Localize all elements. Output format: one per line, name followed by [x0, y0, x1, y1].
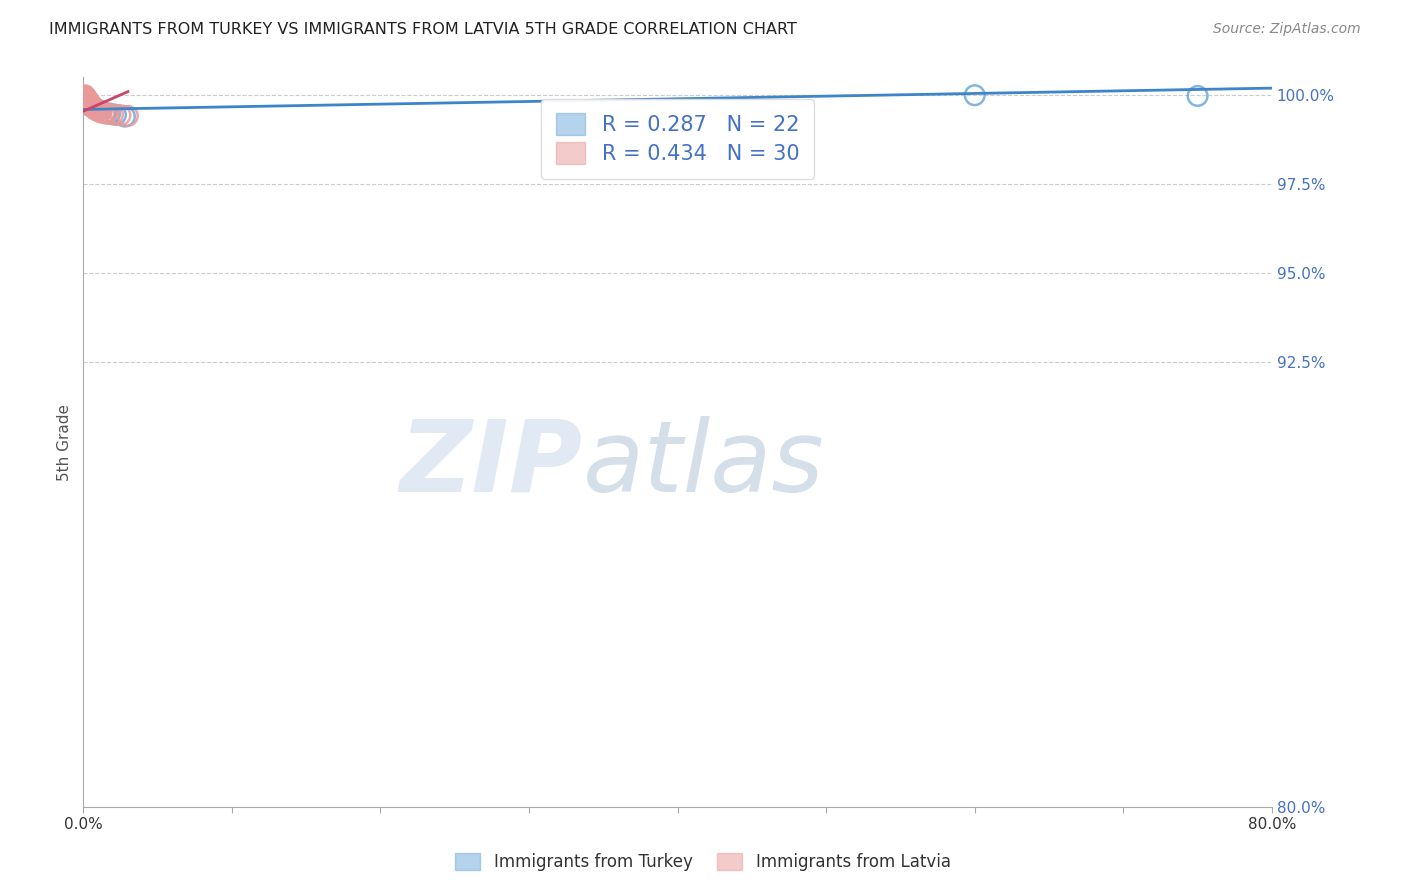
Point	[87, 103, 110, 118]
Point	[76, 93, 98, 107]
Point	[963, 88, 986, 103]
Point	[73, 89, 96, 103]
Point	[90, 105, 112, 120]
Point	[75, 90, 97, 104]
Point	[75, 94, 97, 108]
Point	[86, 103, 108, 118]
Point	[96, 107, 118, 121]
Point	[80, 97, 103, 112]
Point	[77, 95, 100, 110]
Point	[80, 98, 103, 112]
Point	[76, 94, 98, 108]
Point	[75, 91, 97, 105]
Point	[101, 107, 124, 121]
Point	[94, 106, 117, 120]
Point	[87, 103, 110, 118]
Point	[86, 103, 108, 117]
Point	[80, 96, 103, 111]
Point	[84, 102, 107, 116]
Point	[83, 100, 105, 114]
Point	[75, 93, 97, 107]
Point	[82, 100, 104, 114]
Text: IMMIGRANTS FROM TURKEY VS IMMIGRANTS FROM LATVIA 5TH GRADE CORRELATION CHART: IMMIGRANTS FROM TURKEY VS IMMIGRANTS FRO…	[49, 22, 797, 37]
Point	[110, 108, 132, 122]
Point	[73, 92, 96, 106]
Y-axis label: 5th Grade: 5th Grade	[58, 404, 72, 481]
Point	[76, 95, 98, 110]
Point	[114, 110, 136, 124]
Point	[75, 92, 97, 106]
Point	[89, 104, 111, 119]
Legend: R = 0.287   N = 22, R = 0.434   N = 30: R = 0.287 N = 22, R = 0.434 N = 30	[541, 99, 814, 178]
Point	[80, 99, 103, 113]
Point	[76, 93, 98, 107]
Point	[73, 90, 96, 104]
Point	[82, 99, 104, 113]
Point	[80, 98, 103, 112]
Point	[73, 89, 96, 103]
Point	[84, 103, 107, 117]
Point	[90, 104, 112, 119]
Point	[77, 97, 100, 112]
Point	[73, 88, 96, 103]
Point	[83, 101, 105, 115]
Point	[77, 96, 100, 111]
Point	[77, 96, 100, 111]
Point	[76, 95, 98, 109]
Point	[93, 106, 115, 120]
Text: ZIP: ZIP	[399, 416, 582, 513]
Legend: Immigrants from Turkey, Immigrants from Latvia: Immigrants from Turkey, Immigrants from …	[447, 845, 959, 880]
Point	[77, 95, 100, 109]
Text: Source: ZipAtlas.com: Source: ZipAtlas.com	[1213, 22, 1361, 37]
Point	[83, 101, 105, 115]
Point	[104, 108, 127, 122]
Point	[98, 107, 121, 121]
Point	[117, 109, 139, 123]
Text: atlas: atlas	[582, 416, 824, 513]
Point	[84, 102, 107, 116]
Point	[82, 100, 104, 114]
Point	[1187, 89, 1209, 103]
